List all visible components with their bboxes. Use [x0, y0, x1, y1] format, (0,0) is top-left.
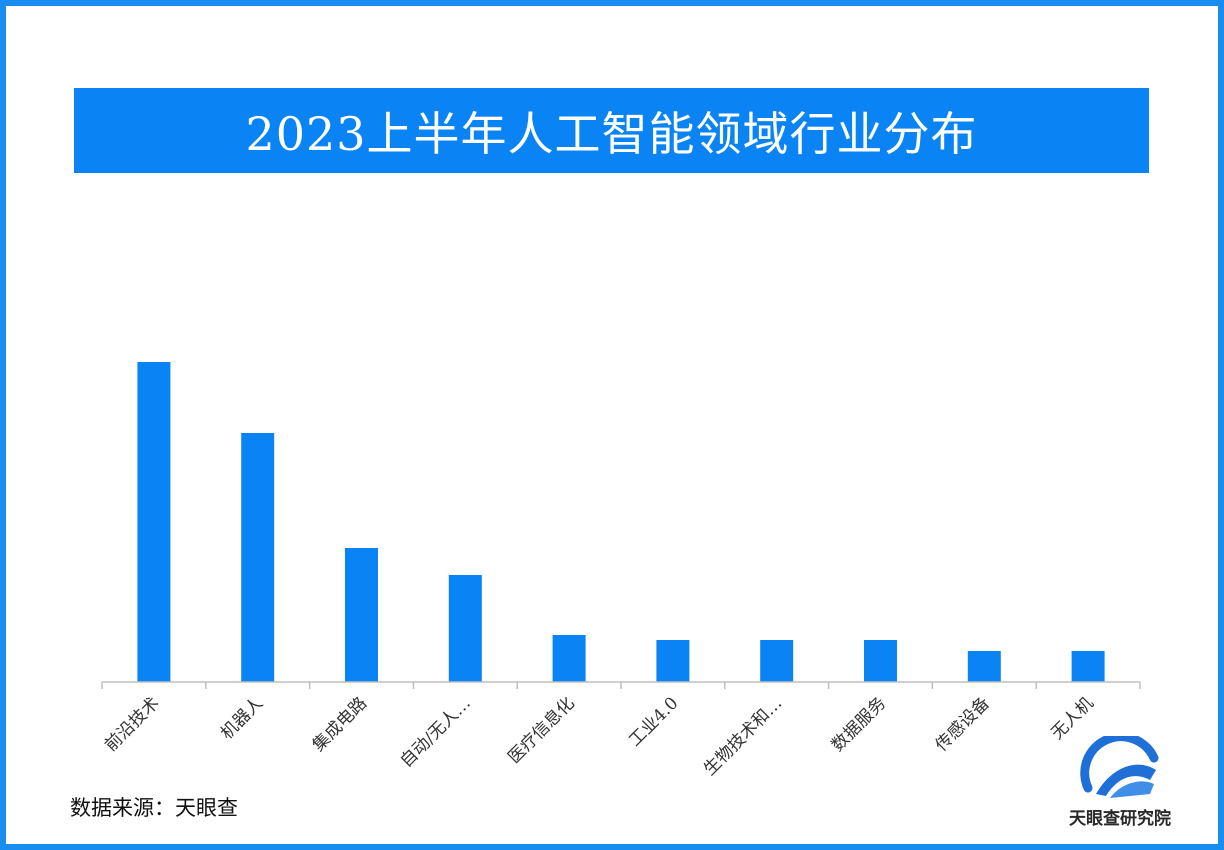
x-tick-label: 工业4.0: [625, 693, 682, 750]
x-tick-label: 医疗信息化: [504, 693, 578, 767]
title-banner: 2023上半年人工智能领域行业分布: [74, 88, 1149, 173]
x-tick-label: 集成电路: [309, 693, 371, 755]
logo-mark-icon: [1080, 732, 1159, 798]
bar-5: [552, 635, 586, 682]
bar-3: [345, 548, 378, 682]
bar-1: [137, 362, 171, 682]
tianyancha-research-logo: 天眼查研究院: [1050, 732, 1190, 836]
bar-2: [241, 433, 275, 682]
x-tick-label: 自动/无人…: [397, 693, 475, 771]
x-tick-label: 机器人: [217, 693, 267, 743]
x-tick-label: 前沿技术: [101, 693, 163, 755]
bar-8: [864, 640, 897, 682]
bar-9: [967, 651, 1001, 682]
bar-4: [448, 575, 482, 682]
data-source-note: 数据来源：天眼查: [70, 796, 238, 820]
bar-7: [760, 640, 794, 682]
bar-10: [1071, 651, 1105, 682]
x-tick-label: 传感设备: [932, 693, 994, 755]
chart-title: 2023上半年人工智能领域行业分布: [245, 106, 978, 161]
x-tick-label: 数据服务: [828, 693, 890, 755]
logo-text: 天眼查研究院: [1069, 809, 1171, 829]
bar-6: [656, 640, 690, 682]
x-tick-label: 生物技术和…: [700, 693, 786, 779]
